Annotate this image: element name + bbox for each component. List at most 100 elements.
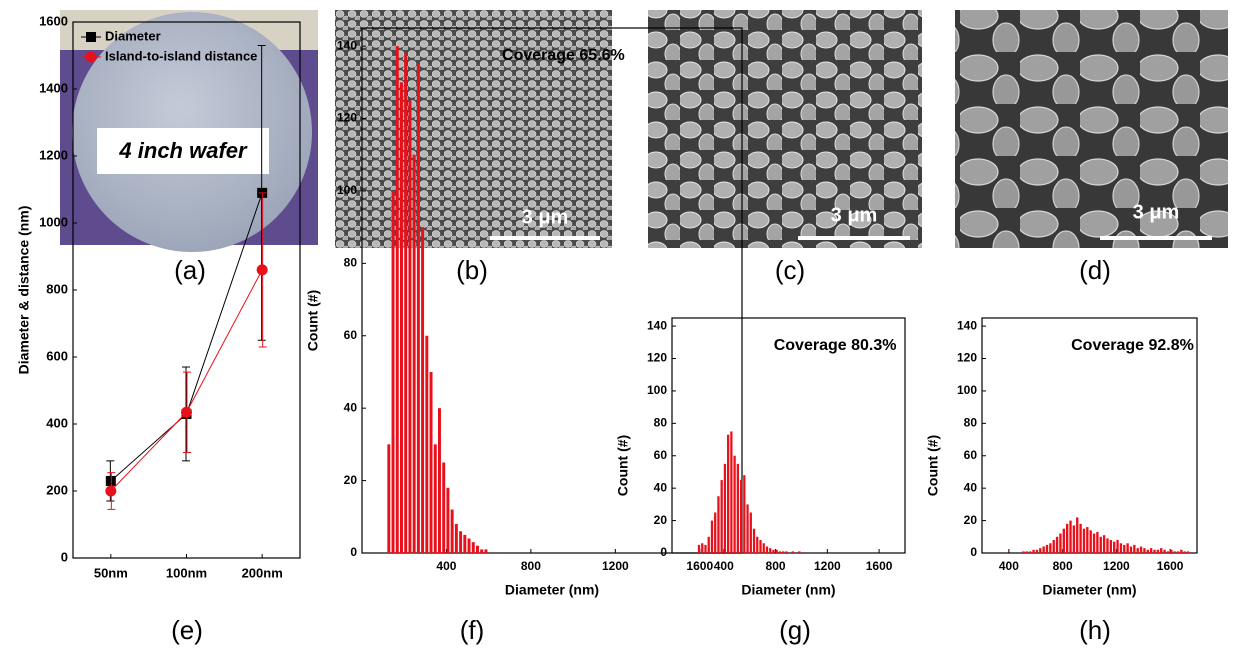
panel-label: (e)	[171, 615, 203, 645]
y-tick-label: 120	[647, 351, 667, 365]
bar	[746, 504, 749, 553]
bar	[459, 531, 463, 553]
bar	[1106, 538, 1109, 553]
bar	[1136, 548, 1139, 553]
y-tick-label: 80	[654, 416, 668, 430]
bar	[749, 512, 752, 553]
bar	[408, 100, 412, 554]
sem-image: 3 μm	[648, 10, 922, 248]
bar	[1079, 523, 1082, 553]
wafer-label-box	[97, 128, 269, 174]
bar	[416, 64, 420, 553]
x-tick-label: 400	[999, 559, 1019, 573]
bar	[1076, 517, 1079, 553]
bar	[463, 534, 467, 553]
bar	[704, 544, 707, 553]
bar	[727, 434, 730, 553]
y-tick-label: 100	[337, 183, 357, 197]
bar	[743, 475, 746, 553]
x-tick-label: 1200	[1103, 559, 1130, 573]
panel-label: (d)	[1079, 255, 1111, 285]
y-tick-label: 100	[647, 383, 667, 397]
bar	[1039, 548, 1042, 553]
sem-image: 3 μm	[335, 10, 612, 248]
scale-bar	[1100, 236, 1212, 240]
x-tick-label: 800	[766, 559, 786, 573]
bar	[798, 551, 801, 553]
annotation: Coverage 80.3%	[774, 337, 897, 354]
bar	[1042, 546, 1045, 553]
scale-bar	[490, 236, 600, 240]
bar	[1049, 543, 1052, 553]
bar	[1129, 546, 1133, 553]
bar	[1052, 540, 1055, 553]
panel-label: (f)	[460, 615, 485, 645]
bar	[1156, 549, 1160, 553]
bar	[1102, 535, 1106, 553]
y-tick-label: 1400	[39, 80, 68, 95]
plot-frame	[361, 27, 743, 554]
bar	[1062, 528, 1065, 553]
bar	[778, 551, 782, 553]
bar	[387, 444, 391, 553]
bar	[1055, 536, 1059, 553]
marker	[256, 264, 268, 276]
bar	[1160, 548, 1163, 553]
bar	[756, 536, 759, 553]
bar	[720, 480, 723, 553]
x-tick-label: 1600	[686, 559, 713, 573]
bar	[1119, 543, 1123, 553]
y-axis-label: Count (#)	[305, 290, 321, 351]
y-tick-label: 40	[654, 480, 668, 494]
y-tick-label: 0	[350, 545, 357, 559]
bar	[471, 542, 475, 553]
bar	[714, 512, 717, 553]
y-tick-label: 60	[344, 328, 358, 342]
bar	[429, 371, 433, 553]
bar	[1082, 528, 1086, 553]
bar	[1045, 544, 1049, 553]
bar	[391, 190, 395, 553]
bar	[400, 82, 403, 553]
bar	[425, 335, 429, 553]
bar	[1109, 540, 1113, 553]
bar	[1022, 551, 1025, 553]
wafer-photo: 4 inch wafer	[60, 10, 318, 252]
bar	[1176, 551, 1180, 553]
legend-label: Island-to-island distance	[105, 48, 257, 63]
panel-label: (a)	[174, 255, 206, 285]
bar	[1126, 543, 1129, 553]
marker	[105, 485, 117, 497]
bar	[454, 524, 458, 553]
bar	[723, 463, 727, 553]
y-tick-label: 100	[957, 383, 977, 397]
y-tick-label: 200	[46, 482, 68, 497]
x-tick-label: 800	[521, 559, 541, 573]
bar	[775, 549, 778, 553]
x-tick-label: 100nm	[166, 565, 207, 580]
scale-bar-label: 3 μm	[522, 206, 569, 228]
bar	[1139, 546, 1143, 553]
sem-texture	[955, 10, 1228, 248]
x-tick-label: 800	[1053, 559, 1073, 573]
bar	[484, 549, 488, 553]
y-tick-label: 80	[964, 416, 978, 430]
bar	[785, 551, 788, 553]
x-tick-label: 1600	[866, 559, 893, 573]
bar	[404, 53, 408, 554]
bar	[1032, 549, 1035, 553]
y-tick-label: 40	[964, 480, 978, 494]
bar	[1166, 551, 1170, 553]
x-tick-label: 1200	[602, 559, 629, 573]
bar	[446, 487, 450, 553]
bar	[412, 154, 416, 554]
y-tick-label: 120	[957, 351, 977, 365]
bar	[476, 545, 479, 553]
y-axis-label: Diameter & distance (nm)	[16, 206, 32, 375]
bar	[433, 444, 437, 553]
y-tick-label: 1200	[39, 147, 68, 162]
scale-bar	[798, 236, 910, 240]
bar	[1059, 533, 1062, 553]
bar	[1146, 549, 1149, 553]
x-axis-label: Diameter (nm)	[741, 582, 835, 598]
